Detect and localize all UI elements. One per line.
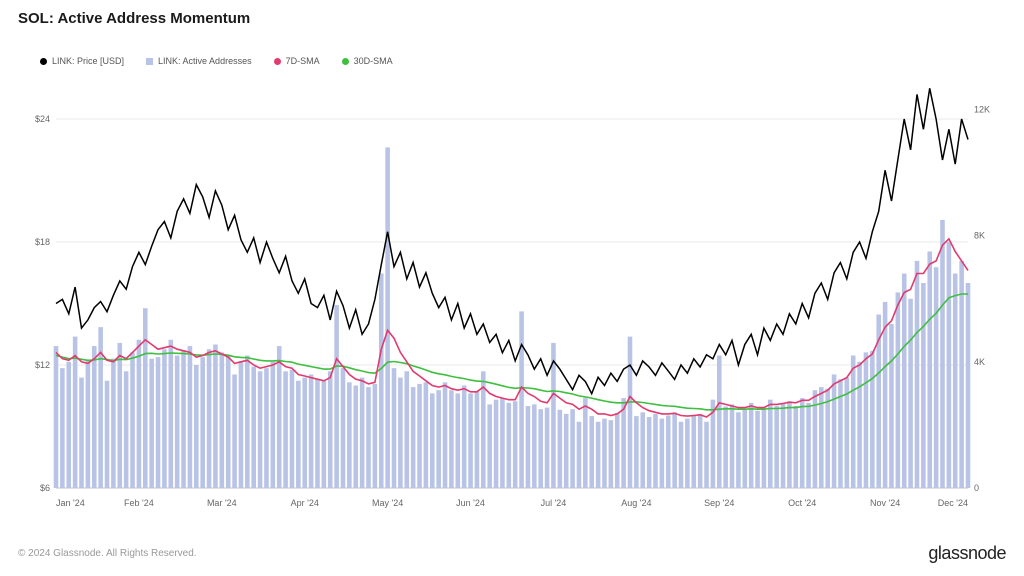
svg-text:May '24: May '24 xyxy=(372,498,403,508)
legend-item: 30D-SMA xyxy=(342,56,393,66)
svg-text:Sep '24: Sep '24 xyxy=(704,498,734,508)
legend-swatch-dot xyxy=(274,58,281,65)
svg-text:12K: 12K xyxy=(974,105,990,115)
legend-item: 7D-SMA xyxy=(274,56,320,66)
legend-swatch-bar xyxy=(146,58,153,65)
svg-text:Apr '24: Apr '24 xyxy=(291,498,319,508)
svg-text:0: 0 xyxy=(974,483,979,493)
legend-label: 7D-SMA xyxy=(286,56,320,66)
svg-text:$12: $12 xyxy=(35,360,50,370)
legend-item: LINK: Price [USD] xyxy=(40,56,124,66)
svg-text:Jun '24: Jun '24 xyxy=(456,498,485,508)
legend-label: LINK: Price [USD] xyxy=(52,56,124,66)
svg-text:Feb '24: Feb '24 xyxy=(124,498,154,508)
svg-text:$18: $18 xyxy=(35,237,50,247)
svg-text:Dec '24: Dec '24 xyxy=(938,498,968,508)
svg-text:Mar '24: Mar '24 xyxy=(207,498,237,508)
legend-label: 30D-SMA xyxy=(354,56,393,66)
legend-swatch-dot xyxy=(40,58,47,65)
footer: © 2024 Glassnode. All Rights Reserved. g… xyxy=(18,543,1006,564)
svg-text:Jan '24: Jan '24 xyxy=(56,498,85,508)
legend-swatch-dot xyxy=(342,58,349,65)
svg-text:Oct '24: Oct '24 xyxy=(788,498,816,508)
legend-label: LINK: Active Addresses xyxy=(158,56,252,66)
chart-title: SOL: Active Address Momentum xyxy=(18,10,250,27)
svg-text:Nov '24: Nov '24 xyxy=(870,498,900,508)
chart-legend: LINK: Price [USD] LINK: Active Addresses 7… xyxy=(40,56,393,66)
copyright-text: © 2024 Glassnode. All Rights Reserved. xyxy=(18,548,197,559)
svg-text:Aug '24: Aug '24 xyxy=(621,498,651,508)
brand-logo: glassnode xyxy=(928,543,1006,564)
svg-text:Jul '24: Jul '24 xyxy=(541,498,567,508)
svg-text:$6: $6 xyxy=(40,483,50,493)
chart-area: $6 $12 $18 $24 0 4K 8K 12K Jan '24 Feb '24 Mar '24… xyxy=(18,72,1006,516)
svg-text:4K: 4K xyxy=(974,357,985,367)
svg-text:8K: 8K xyxy=(974,231,985,241)
svg-text:$24: $24 xyxy=(35,114,50,124)
legend-item: LINK: Active Addresses xyxy=(146,56,252,66)
